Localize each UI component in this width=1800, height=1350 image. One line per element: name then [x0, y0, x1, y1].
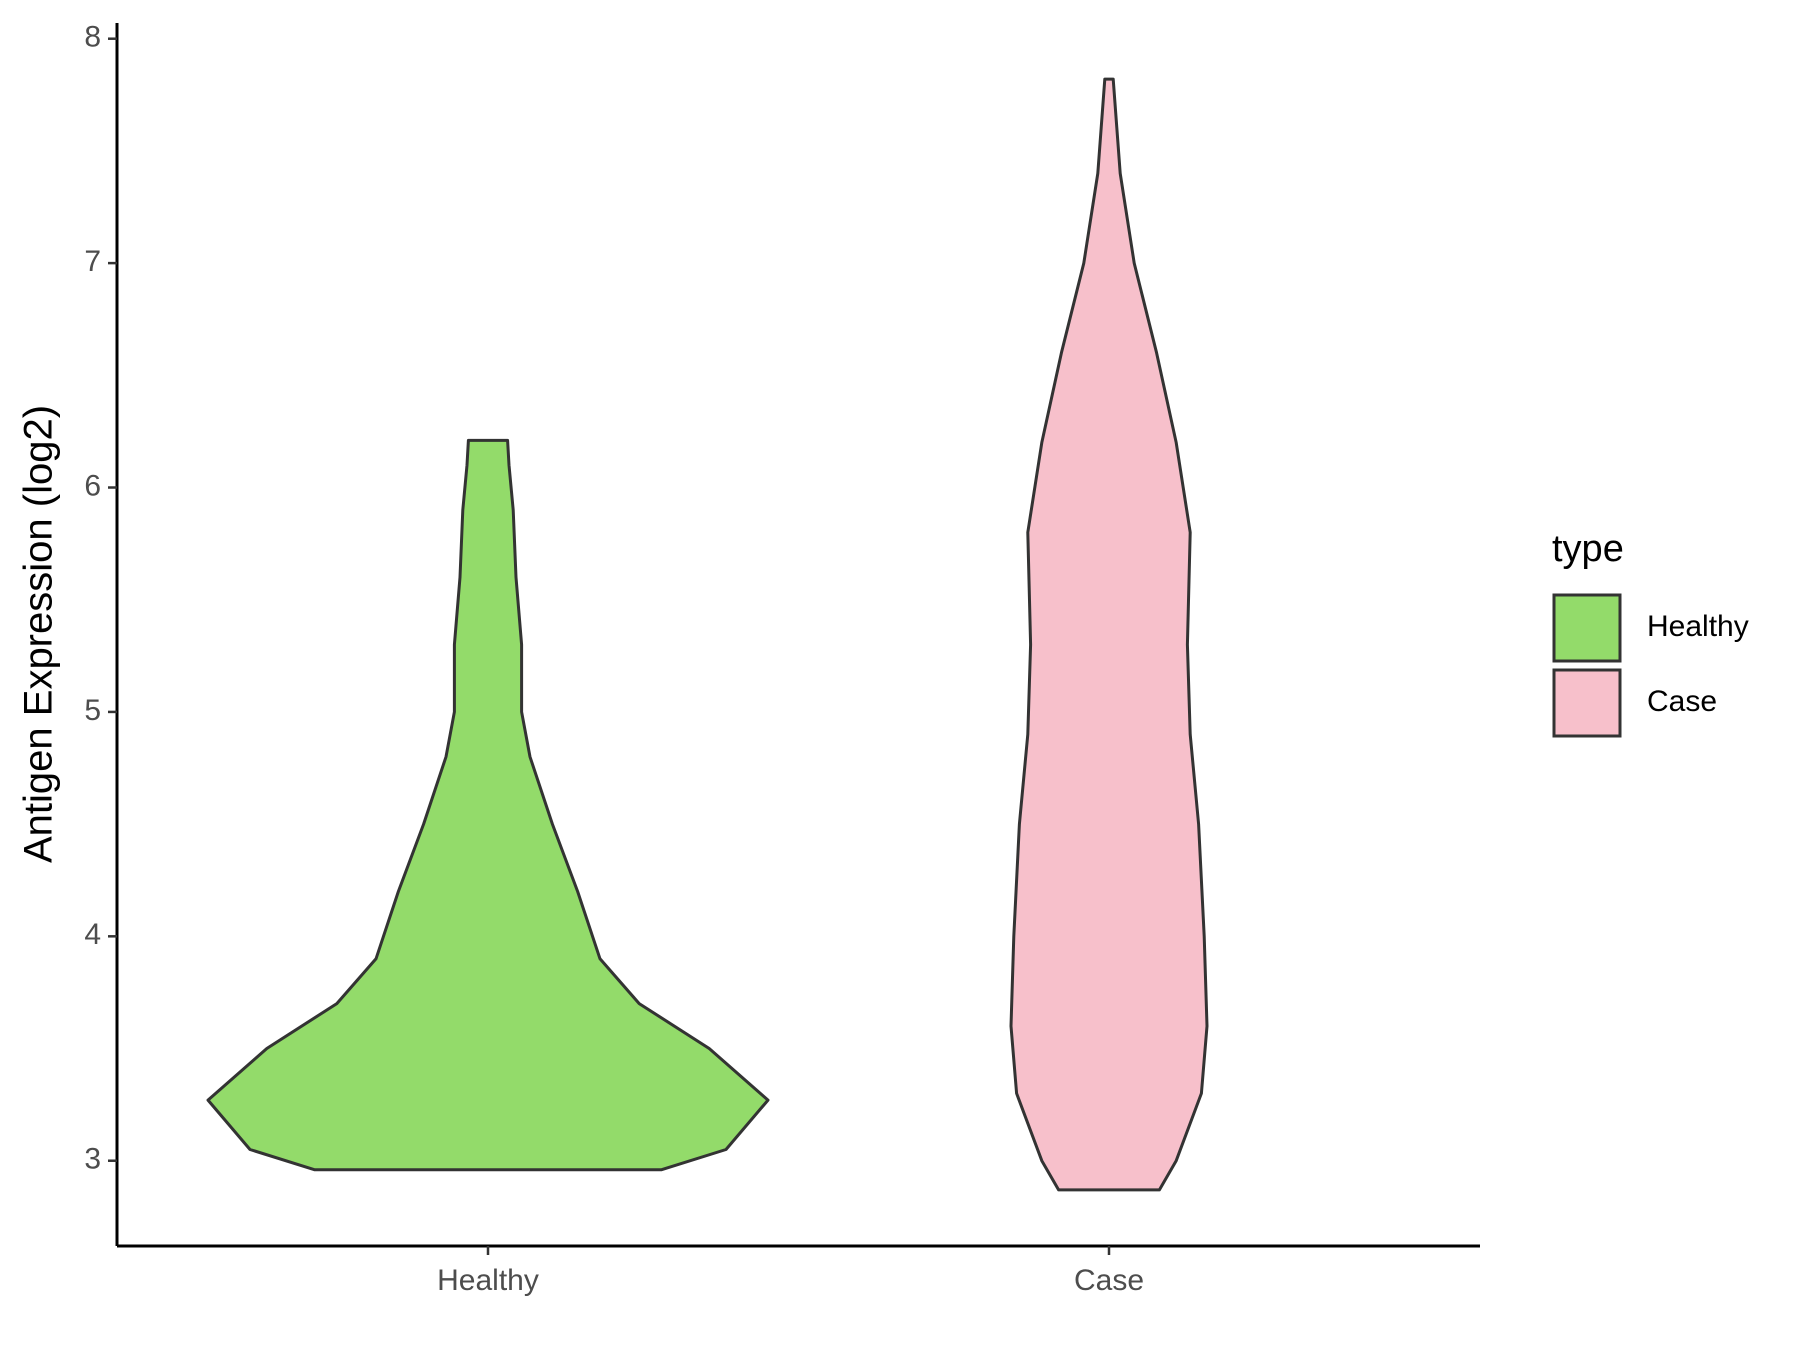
y-tick-label: 7	[84, 245, 101, 278]
legend-key	[1552, 668, 1622, 738]
legend-label: Case	[1647, 685, 1717, 718]
y-tick-label: 5	[84, 694, 101, 727]
y-tick-label: 3	[84, 1143, 101, 1176]
x-tick-label: Healthy	[437, 1264, 539, 1297]
legend-label: Healthy	[1647, 610, 1749, 643]
y-tick-label: 6	[84, 469, 101, 502]
legend-key	[1552, 593, 1622, 663]
violin	[1009, 77, 1209, 1192]
y-axis-title: Antigen Expression (log2)	[17, 405, 61, 863]
violin	[206, 438, 770, 1172]
legend-title: type	[1552, 528, 1624, 570]
y-tick-label: 4	[84, 918, 101, 951]
x-tick-label: Case	[1074, 1264, 1144, 1297]
y-tick-label: 8	[84, 21, 101, 54]
